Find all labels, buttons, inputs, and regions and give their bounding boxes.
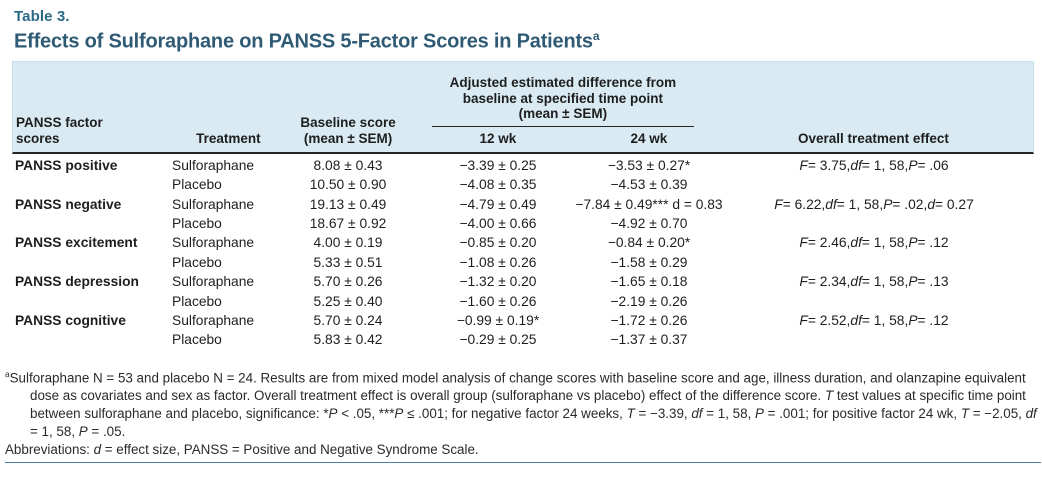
cell-12wk: −4.79 ± 0.49 bbox=[459, 196, 537, 212]
cell-24wk: −4.53 ± 0.39 bbox=[610, 177, 688, 193]
cell-overall: F = 2.46, df = 1, 58, P = .12 bbox=[799, 235, 949, 251]
cell-treatment: Placebo bbox=[172, 293, 222, 309]
cell-treatment: Sulforaphane bbox=[172, 196, 255, 212]
cell-12wk: −1.08 ± 0.26 bbox=[459, 254, 537, 270]
table-label: Table 3. bbox=[14, 8, 70, 25]
cell-12wk: −4.08 ± 0.35 bbox=[459, 177, 537, 193]
cell-24wk: −3.53 ± 0.27* bbox=[607, 157, 691, 173]
table-row: PANSS positive Sulforaphane 8.08 ± 0.43 … bbox=[12, 156, 1034, 175]
header-adjusted-difference-span: Adjusted estimated difference from basel… bbox=[412, 75, 714, 147]
table-row: PANSS excitement Sulforaphane 4.00 ± 0.1… bbox=[12, 233, 1034, 252]
header-12wk: 12 wk bbox=[479, 130, 517, 146]
cell-12wk: −0.29 ± 0.25 bbox=[459, 332, 537, 348]
header-baseline-score: Baseline score (mean ± SEM) bbox=[300, 114, 396, 146]
bottom-rule-divider bbox=[5, 462, 1041, 464]
cell-baseline: 4.00 ± 0.19 bbox=[313, 235, 383, 251]
cell-12wk: −4.00 ± 0.66 bbox=[459, 216, 537, 232]
cell-overall: F = 2.52, df = 1, 58, P = .12 bbox=[799, 312, 949, 328]
table-row: Placebo 5.33 ± 0.51 −1.08 ± 0.26 −1.58 ±… bbox=[12, 253, 1034, 272]
cell-factor: PANSS positive bbox=[15, 157, 118, 173]
cell-24wk: −4.92 ± 0.70 bbox=[610, 216, 688, 232]
header-factor-scores: PANSS factor scores bbox=[16, 114, 103, 146]
cell-treatment: Sulforaphane bbox=[172, 274, 255, 290]
table-row: PANSS cognitive Sulforaphane 5.70 ± 0.24… bbox=[12, 311, 1034, 330]
cell-baseline: 5.70 ± 0.26 bbox=[313, 274, 383, 290]
table-row: Placebo 5.83 ± 0.42 −0.29 ± 0.25 −1.37 ±… bbox=[12, 330, 1034, 349]
cell-treatment: Sulforaphane bbox=[172, 235, 255, 251]
table-row: PANSS depression Sulforaphane 5.70 ± 0.2… bbox=[12, 272, 1034, 291]
table-row: PANSS negative Sulforaphane 19.13 ± 0.49… bbox=[12, 194, 1034, 213]
abbreviations-note: Abbreviations: d = effect size, PANSS = … bbox=[5, 442, 479, 458]
header-treatment: Treatment bbox=[196, 130, 261, 146]
table-header: PANSS factor scores Treatment Baseline s… bbox=[12, 60, 1034, 154]
cell-12wk: −0.85 ± 0.20 bbox=[459, 235, 537, 251]
cell-12wk: −0.99 ± 0.19* bbox=[456, 312, 540, 328]
table-3-panel: Table 3. Effects of Sulforaphane on PANS… bbox=[5, 8, 1041, 464]
cell-baseline: 5.25 ± 0.40 bbox=[313, 293, 383, 309]
header-24wk: 24 wk bbox=[630, 130, 668, 146]
cell-treatment: Placebo bbox=[172, 216, 222, 232]
header-span-rule bbox=[431, 125, 694, 127]
cell-24wk: −1.58 ± 0.29 bbox=[610, 254, 688, 270]
header-timepoint-columns: 12 wk 24 wk bbox=[412, 131, 714, 147]
table-row: Placebo 10.50 ± 0.90 −4.08 ± 0.35 −4.53 … bbox=[12, 175, 1034, 194]
cell-factor: PANSS cognitive bbox=[15, 312, 126, 328]
cell-baseline: 18.67 ± 0.92 bbox=[309, 216, 387, 232]
cell-24wk: −1.72 ± 0.26 bbox=[610, 312, 688, 328]
cell-24wk: −7.84 ± 0.49*** d = 0.83 bbox=[575, 196, 723, 212]
cell-treatment: Sulforaphane bbox=[172, 157, 255, 173]
cell-12wk: −1.60 ± 0.26 bbox=[459, 293, 537, 309]
header-adjusted-difference-title: Adjusted estimated difference from basel… bbox=[449, 75, 677, 122]
cell-baseline: 10.50 ± 0.90 bbox=[309, 177, 387, 193]
cell-factor: PANSS depression bbox=[15, 274, 139, 290]
cell-24wk: −2.19 ± 0.26 bbox=[610, 293, 688, 309]
cell-24wk: −1.37 ± 0.37 bbox=[610, 332, 688, 348]
header-overall-treatment-effect: Overall treatment effect bbox=[798, 130, 949, 146]
cell-overall: F = 6.22, df = 1, 58, P = .02, d = 0.27 bbox=[774, 196, 974, 212]
cell-treatment: Placebo bbox=[172, 332, 222, 348]
cell-treatment: Placebo bbox=[172, 254, 222, 270]
cell-overall: F = 2.34, df = 1, 58, P = .13 bbox=[799, 274, 949, 290]
cell-baseline: 8.08 ± 0.43 bbox=[313, 157, 383, 173]
table-title: Effects of Sulforaphane on PANSS 5-Facto… bbox=[14, 29, 600, 53]
cell-24wk: −0.84 ± 0.20* bbox=[607, 235, 691, 251]
cell-baseline: 5.33 ± 0.51 bbox=[313, 254, 383, 270]
table-row: Placebo 5.25 ± 0.40 −1.60 ± 0.26 −2.19 ±… bbox=[12, 291, 1034, 310]
cell-baseline: 19.13 ± 0.49 bbox=[309, 196, 387, 212]
footnote-a: aSulforaphane N = 53 and placebo N = 24.… bbox=[5, 368, 1037, 440]
table-row: Placebo 18.67 ± 0.92 −4.00 ± 0.66 −4.92 … bbox=[12, 214, 1034, 233]
cell-treatment: Placebo bbox=[172, 177, 222, 193]
cell-12wk: −3.39 ± 0.25 bbox=[459, 157, 537, 173]
cell-factor: PANSS excitement bbox=[15, 235, 138, 251]
cell-12wk: −1.32 ± 0.20 bbox=[459, 274, 537, 290]
cell-overall: F = 3.75, df = 1, 58, P = .06 bbox=[799, 157, 949, 173]
cell-baseline: 5.83 ± 0.42 bbox=[313, 332, 383, 348]
cell-treatment: Sulforaphane bbox=[172, 312, 255, 328]
table-body: PANSS positive Sulforaphane 8.08 ± 0.43 … bbox=[12, 154, 1034, 350]
cell-baseline: 5.70 ± 0.24 bbox=[313, 312, 383, 328]
cell-24wk: −1.65 ± 0.18 bbox=[610, 274, 688, 290]
cell-factor: PANSS negative bbox=[15, 196, 122, 212]
